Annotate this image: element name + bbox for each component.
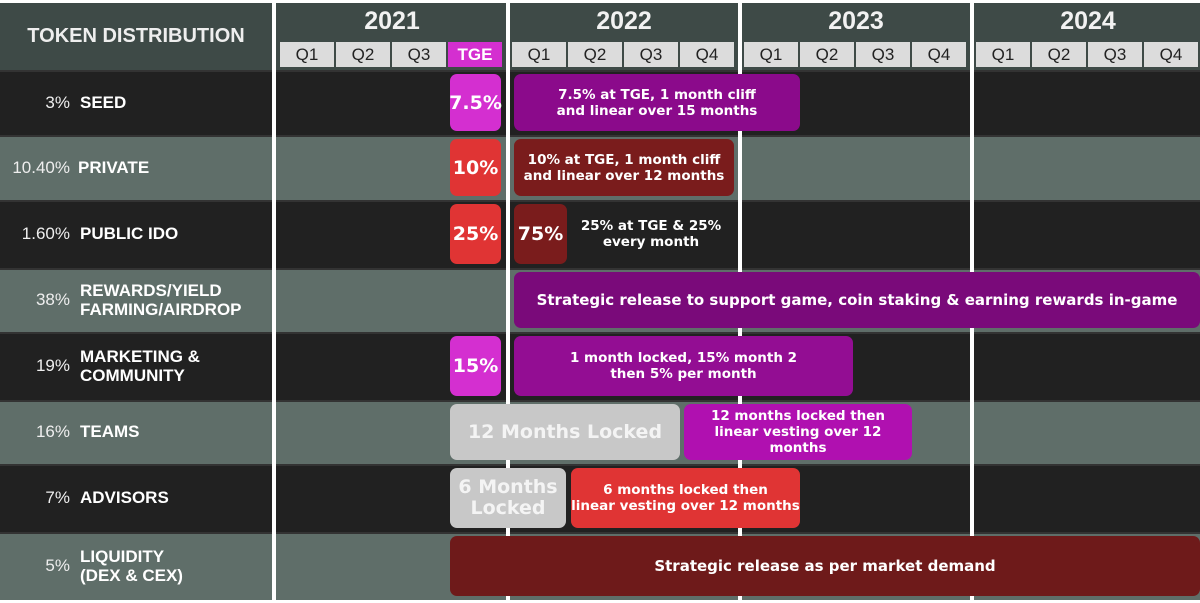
year-label: 2023: [828, 7, 884, 35]
quarter-q3: Q3: [856, 42, 912, 67]
year-label: 2021: [364, 7, 420, 35]
vesting-bar: 7.5%: [449, 74, 502, 131]
quarter-q4: Q4: [1144, 42, 1200, 67]
row-label: MARKETING & COMMUNITY: [80, 347, 200, 385]
row-label: PUBLIC IDO: [80, 224, 179, 243]
column-divider: [506, 3, 510, 603]
row-label: LIQUIDITY (DEX & CEX): [80, 547, 183, 585]
quarter-q1: Q1: [280, 42, 336, 67]
quarter-q1: Q1: [512, 42, 568, 67]
quarter-q1: Q1: [976, 42, 1032, 67]
vesting-bar: 7.5% at TGE, 1 month cliff and linear ov…: [514, 74, 800, 131]
year-label: 2024: [1060, 7, 1116, 35]
vesting-bar: 25%: [450, 204, 501, 264]
quarter-q3: Q3: [624, 42, 680, 67]
quarter-tge: TGE: [448, 42, 504, 67]
vesting-bar: 6 months locked then linear vesting over…: [571, 468, 800, 528]
row-percentage: 10.40%: [12, 157, 70, 177]
vesting-bar: 75%: [514, 204, 567, 264]
row-2: [0, 200, 1200, 268]
row-label: REWARDS/YIELD FARMING/AIRDROP: [80, 281, 242, 319]
row-percentage: 5%: [45, 556, 70, 575]
row-percentage: 38%: [35, 290, 70, 309]
row-percentage: 1.60%: [21, 224, 70, 243]
row-percentage: 19%: [35, 356, 70, 375]
row-percentage: 16%: [35, 422, 70, 441]
vesting-bar: 25% at TGE & 25% every month: [580, 218, 722, 250]
vesting-bar: Strategic release as per market demand: [450, 536, 1200, 596]
row-label: ADVISORS: [80, 488, 169, 507]
row-label: TEAMS: [80, 422, 140, 441]
vesting-bar: 6 Months Locked: [450, 468, 566, 528]
chart-title: TOKEN DISTRIBUTION: [0, 3, 272, 70]
quarter-q2: Q2: [336, 42, 392, 67]
vesting-bar: 10% at TGE, 1 month cliff and linear ove…: [514, 139, 734, 196]
vesting-bar: 12 months locked then linear vesting ove…: [684, 404, 912, 460]
vesting-bar: 12 Months Locked: [450, 404, 680, 460]
vesting-bar: 1 month locked, 15% month 2 then 5% per …: [514, 336, 853, 396]
column-divider: [272, 3, 276, 603]
row-label: PRIVATE: [78, 157, 150, 177]
vesting-bar: 15%: [450, 336, 501, 396]
quarter-q3: Q3: [392, 42, 448, 67]
row-label: SEED: [80, 92, 127, 112]
vesting-bar: 10%: [450, 139, 501, 196]
quarter-q1: Q1: [744, 42, 800, 67]
quarter-q3: Q3: [1088, 42, 1144, 67]
quarter-q4: Q4: [680, 42, 736, 67]
quarter-q4: Q4: [912, 42, 968, 67]
vesting-bar: Strategic release to support game, coin …: [514, 272, 1200, 328]
quarter-q2: Q2: [1032, 42, 1088, 67]
row-percentage: 3%: [45, 92, 70, 112]
quarter-q2: Q2: [568, 42, 624, 67]
quarter-q2: Q2: [800, 42, 856, 67]
year-label: 2022: [596, 7, 652, 35]
row-percentage: 7%: [45, 488, 70, 507]
